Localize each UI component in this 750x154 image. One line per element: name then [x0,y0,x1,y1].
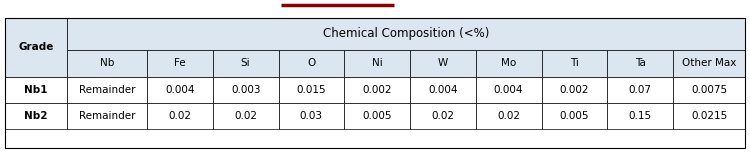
Text: Mo: Mo [501,59,516,69]
Text: 0.004: 0.004 [428,85,457,95]
Text: 0.002: 0.002 [560,85,590,95]
Text: 0.07: 0.07 [628,85,652,95]
Text: Remainder: Remainder [79,111,135,121]
Text: 0.005: 0.005 [560,111,590,121]
Text: 0.02: 0.02 [168,111,191,121]
Text: 0.002: 0.002 [362,85,392,95]
Text: Chemical Composition (<%): Chemical Composition (<%) [322,28,489,41]
Text: 0.015: 0.015 [296,85,326,95]
Text: 0.02: 0.02 [234,111,257,121]
Text: 0.0075: 0.0075 [691,85,727,95]
Text: Other Max: Other Max [682,59,736,69]
Text: W: W [438,59,448,69]
Text: Nb: Nb [100,59,114,69]
Text: Nb1: Nb1 [24,85,48,95]
Text: 0.15: 0.15 [628,111,652,121]
Text: 0.02: 0.02 [431,111,454,121]
Text: Ta: Ta [634,59,646,69]
Text: 0.03: 0.03 [300,111,322,121]
Text: O: O [308,59,316,69]
Text: 0.004: 0.004 [165,85,195,95]
Text: Grade: Grade [18,43,54,53]
Text: Remainder: Remainder [79,85,135,95]
Text: Fe: Fe [174,59,186,69]
Text: Ni: Ni [372,59,382,69]
Text: Nb2: Nb2 [24,111,48,121]
Text: 0.003: 0.003 [231,85,260,95]
Text: 0.0215: 0.0215 [691,111,727,121]
Text: 0.005: 0.005 [362,111,392,121]
Text: Si: Si [241,59,250,69]
Text: 0.02: 0.02 [497,111,520,121]
Text: Ti: Ti [570,59,579,69]
Text: 0.004: 0.004 [494,85,524,95]
